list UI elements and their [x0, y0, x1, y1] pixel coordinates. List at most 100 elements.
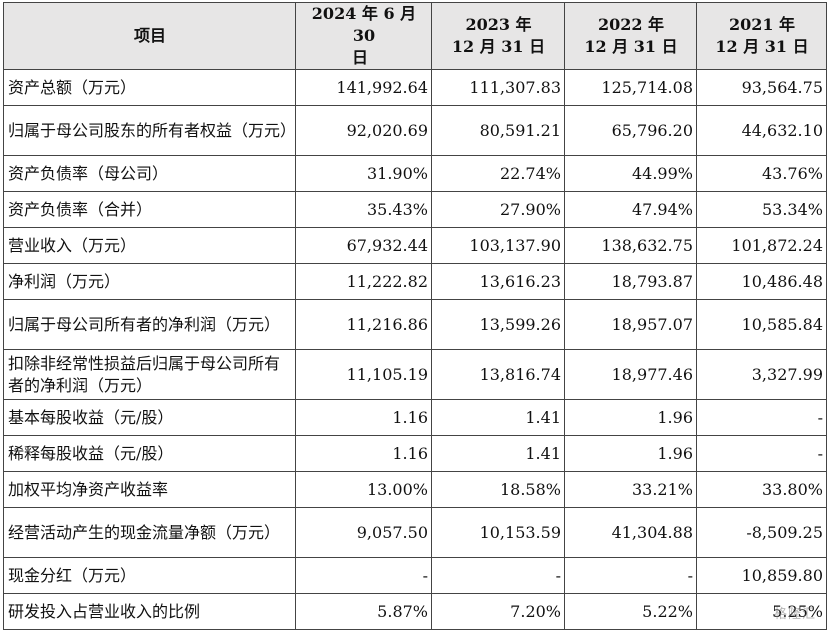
financial-summary-table: 项目 2024 年 6 月 30 日 2023 年 12 月 31 日 2022… — [3, 2, 827, 630]
cell-value: 18,977.46 — [564, 349, 697, 400]
table-row: 归属于母公司股东的所有者权益（万元） 92,020.69 80,591.21 6… — [3, 105, 827, 156]
header-2023: 2023 年 12 月 31 日 — [431, 2, 565, 70]
cell-value: 1.16 — [295, 435, 432, 472]
header-2021-line1: 2021 年 — [728, 15, 796, 34]
cell-value: 101,872.24 — [696, 227, 827, 264]
header-item: 项目 — [3, 2, 296, 70]
cell-value: 10,486.48 — [696, 263, 827, 300]
header-2021: 2021 年 12 月 31 日 — [696, 2, 827, 70]
cell-value: 22.74% — [431, 155, 565, 192]
table-row: 现金分红（万元） - - - 10,859.80 — [3, 557, 827, 594]
header-2022: 2022 年 12 月 31 日 — [564, 2, 697, 70]
cell-value: 11,222.82 — [295, 263, 432, 300]
table-row: 净利润（万元） 11,222.82 13,616.23 18,793.87 10… — [3, 263, 827, 300]
cell-value: 5.87% — [295, 593, 432, 630]
table-row: 研发投入占营业收入的比例 5.87% 7.20% 5.22% 5.25% — [3, 593, 827, 630]
cell-value: 7.20% — [431, 593, 565, 630]
cell-value: 67,932.44 — [295, 227, 432, 264]
cell-value: 41,304.88 — [564, 507, 697, 558]
row-label: 归属于母公司所有者的净利润（万元） — [3, 299, 296, 350]
cell-value: 13,616.23 — [431, 263, 565, 300]
header-2024-line1: 2024 年 6 月 30 — [311, 4, 417, 45]
header-2023-line1: 2023 年 — [465, 15, 532, 34]
cell-value: 13.00% — [295, 471, 432, 508]
cell-value: 80,591.21 — [431, 105, 565, 156]
cell-value: 5.22% — [564, 593, 697, 630]
cell-value: 3,327.99 — [696, 349, 827, 400]
table-row: 资产负债率（合并） 35.43% 27.90% 47.94% 53.34% — [3, 191, 827, 228]
cell-value: - — [564, 557, 697, 594]
row-label: 稀释每股收益（元/股） — [3, 435, 296, 472]
header-2024-line2: 日 — [352, 48, 369, 67]
table-row: 扣除非经常性损益后归属于母公司所有者的净利润（万元） 11,105.19 13,… — [3, 349, 827, 400]
cell-value: 13,816.74 — [431, 349, 565, 400]
table-row: 资产负债率（母公司） 31.90% 22.74% 44.99% 43.76% — [3, 155, 827, 192]
cell-value: 1.41 — [431, 399, 565, 436]
header-2023-line2: 12 月 31 日 — [451, 37, 546, 56]
cell-value: 43.76% — [696, 155, 827, 192]
table-row: 加权平均净资产收益率 13.00% 18.58% 33.21% 33.80% — [3, 471, 827, 508]
cell-value: 10,153.59 — [431, 507, 565, 558]
cell-value: - — [696, 435, 827, 472]
cell-value: 1.16 — [295, 399, 432, 436]
cell-value: 33.21% — [564, 471, 697, 508]
header-item-label: 项目 — [133, 26, 166, 45]
cell-value: 10,859.80 — [696, 557, 827, 594]
cell-value: 125,714.08 — [564, 69, 697, 106]
cell-value: 53.34% — [696, 191, 827, 228]
cell-value: - — [696, 399, 827, 436]
header-2022-line1: 2022 年 — [597, 15, 665, 34]
cell-value: 47.94% — [564, 191, 697, 228]
cell-value: 92,020.69 — [295, 105, 432, 156]
cell-value: 44,632.10 — [696, 105, 827, 156]
row-label: 资产负债率（母公司） — [3, 155, 296, 192]
row-label: 营业收入（万元） — [3, 227, 296, 264]
cell-value: 10,585.84 — [696, 299, 827, 350]
cell-value: - — [295, 557, 432, 594]
row-label: 资产总额（万元） — [3, 69, 296, 106]
table-row: 经营活动产生的现金流量净额（万元） 9,057.50 10,153.59 41,… — [3, 507, 827, 558]
table-row: 稀释每股收益（元/股） 1.16 1.41 1.96 - — [3, 435, 827, 472]
header-2024-h1: 2024 年 6 月 30 日 — [295, 2, 432, 70]
row-label: 加权平均净资产收益率 — [3, 471, 296, 508]
cell-value: 1.96 — [564, 399, 697, 436]
cell-value: 9,057.50 — [295, 507, 432, 558]
row-label: 资产负债率（合并） — [3, 191, 296, 228]
cell-value: -8,509.25 — [696, 507, 827, 558]
cell-value: 1.41 — [431, 435, 565, 472]
cell-value: 31.90% — [295, 155, 432, 192]
row-label: 现金分红（万元） — [3, 557, 296, 594]
cell-value: 103,137.90 — [431, 227, 565, 264]
table-row: 资产总额（万元） 141,992.64 111,307.83 125,714.0… — [3, 69, 827, 106]
header-row: 项目 2024 年 6 月 30 日 2023 年 12 月 31 日 2022… — [3, 2, 827, 70]
cell-value: 65,796.20 — [564, 105, 697, 156]
cell-value: - — [431, 557, 565, 594]
cell-value: 27.90% — [431, 191, 565, 228]
cell-value: 11,216.86 — [295, 299, 432, 350]
cell-value: 13,599.26 — [431, 299, 565, 350]
watermark-logo: 格隆汇 — [773, 607, 816, 622]
table-row: 基本每股收益（元/股） 1.16 1.41 1.96 - — [3, 399, 827, 436]
row-label: 扣除非经常性损益后归属于母公司所有者的净利润（万元） — [3, 349, 296, 400]
row-label: 经营活动产生的现金流量净额（万元） — [3, 507, 296, 558]
row-label: 研发投入占营业收入的比例 — [3, 593, 296, 630]
header-2021-line2: 12 月 31 日 — [715, 37, 809, 56]
row-label: 基本每股收益（元/股） — [3, 399, 296, 436]
cell-value: 33.80% — [696, 471, 827, 508]
cell-value: 93,564.75 — [696, 69, 827, 106]
cell-value: 1.96 — [564, 435, 697, 472]
cell-value: 35.43% — [295, 191, 432, 228]
cell-value: 111,307.83 — [431, 69, 565, 106]
cell-value: 18,793.87 — [564, 263, 697, 300]
cell-value: 138,632.75 — [564, 227, 697, 264]
cell-value: 44.99% — [564, 155, 697, 192]
header-2022-line2: 12 月 31 日 — [584, 37, 678, 56]
cell-value: 18.58% — [431, 471, 565, 508]
row-label: 归属于母公司股东的所有者权益（万元） — [3, 105, 296, 156]
cell-value: 11,105.19 — [295, 349, 432, 400]
cell-value: 18,957.07 — [564, 299, 697, 350]
row-label: 净利润（万元） — [3, 263, 296, 300]
cell-value: 141,992.64 — [295, 69, 432, 106]
table-row: 归属于母公司所有者的净利润（万元） 11,216.86 13,599.26 18… — [3, 299, 827, 350]
table-row: 营业收入（万元） 67,932.44 103,137.90 138,632.75… — [3, 227, 827, 264]
